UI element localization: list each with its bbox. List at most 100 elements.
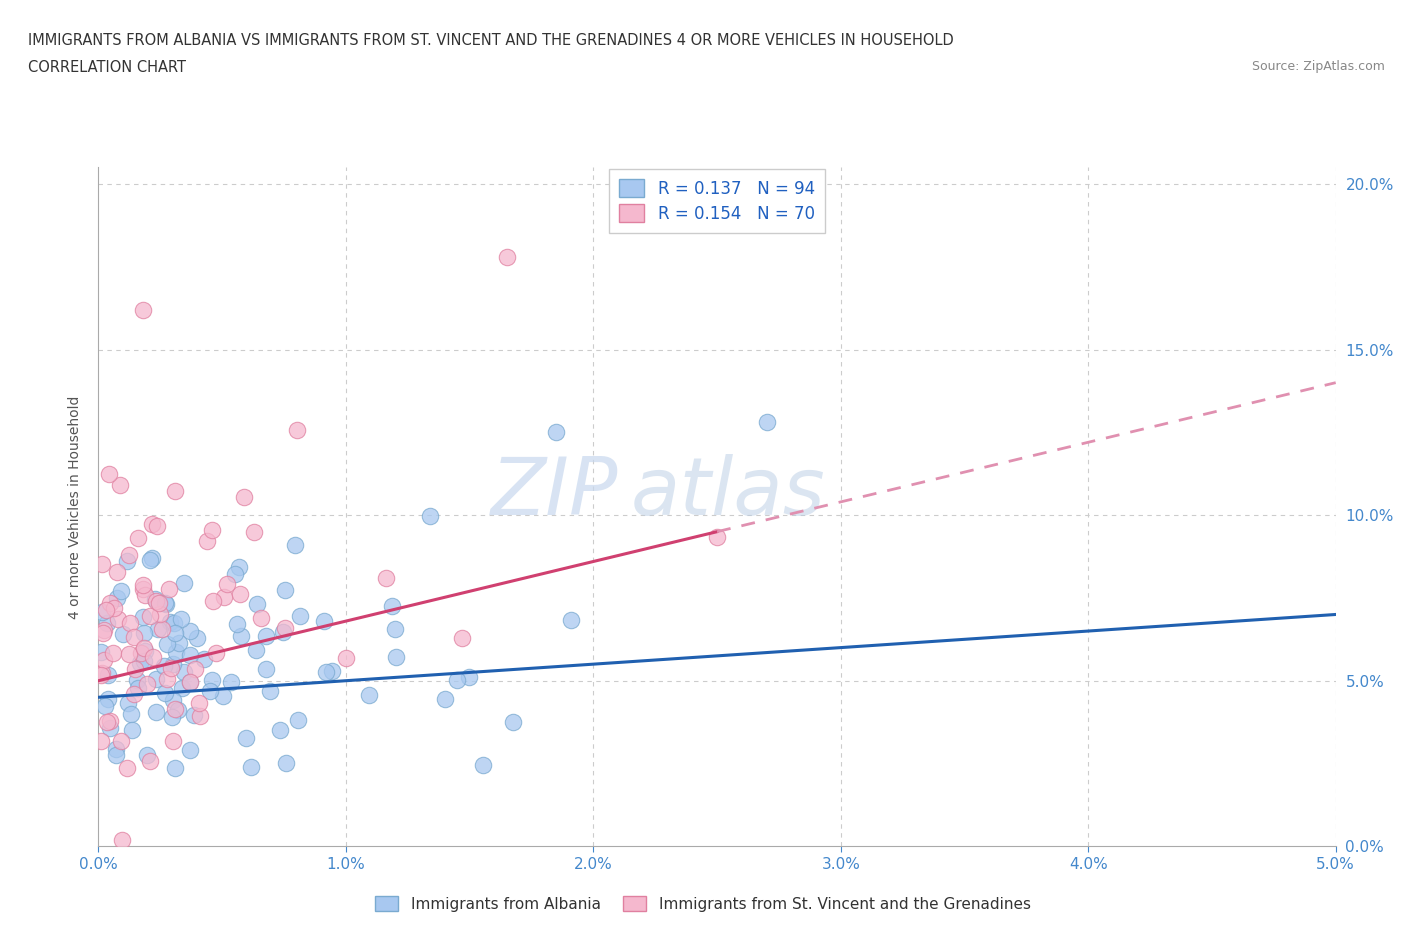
Point: [472, 758, 495, 773]
Point: [446, 673, 468, 688]
Point: [90, 604, 112, 619]
Point: [219, 674, 242, 689]
Point: [98, 595, 121, 610]
Point: [242, 525, 264, 539]
Point: [105, 565, 128, 579]
Point: [254, 629, 277, 644]
Point: [129, 645, 152, 660]
Point: [546, 425, 568, 440]
Point: [134, 588, 156, 603]
Point: [166, 703, 188, 718]
Point: [495, 249, 517, 264]
Point: [105, 742, 128, 757]
Point: [101, 645, 124, 660]
Point: [156, 671, 179, 686]
Point: [90, 733, 112, 748]
Point: [335, 651, 357, 666]
Point: [98, 713, 121, 728]
Point: [129, 656, 152, 671]
Point: [274, 755, 297, 770]
Point: [107, 611, 129, 626]
Point: [132, 581, 155, 596]
Legend: Immigrants from Albania, Immigrants from St. Vincent and the Grenadines: Immigrants from Albania, Immigrants from…: [370, 889, 1036, 918]
Point: [127, 531, 149, 546]
Point: [288, 609, 311, 624]
Point: [357, 687, 380, 702]
Point: [91, 625, 114, 640]
Point: [93, 653, 115, 668]
Point: [212, 589, 235, 604]
Point: [148, 596, 170, 611]
Point: [165, 644, 187, 659]
Point: [235, 730, 257, 745]
Point: [112, 627, 135, 642]
Point: [451, 631, 474, 645]
Point: [193, 651, 215, 666]
Point: [131, 610, 153, 625]
Point: [90, 557, 112, 572]
Point: [145, 671, 167, 686]
Point: [217, 577, 239, 591]
Point: [97, 668, 120, 683]
Point: [184, 662, 207, 677]
Point: [139, 609, 162, 624]
Point: [240, 760, 263, 775]
Point: [198, 684, 221, 698]
Point: [186, 631, 208, 645]
Point: [162, 658, 184, 672]
Point: [120, 707, 142, 722]
Point: [560, 613, 582, 628]
Point: [117, 696, 139, 711]
Point: [259, 684, 281, 698]
Point: [120, 616, 142, 631]
Point: [179, 742, 201, 757]
Point: [458, 670, 481, 684]
Point: [96, 715, 118, 730]
Point: [145, 593, 167, 608]
Point: [250, 610, 273, 625]
Point: [170, 681, 193, 696]
Point: [94, 698, 117, 713]
Y-axis label: 4 or more Vehicles in Household: 4 or more Vehicles in Household: [69, 395, 83, 618]
Point: [91, 665, 114, 680]
Point: [90, 644, 112, 659]
Point: [188, 696, 211, 711]
Point: [287, 712, 309, 727]
Point: [385, 649, 408, 664]
Point: [201, 523, 224, 538]
Point: [127, 673, 149, 688]
Point: [90, 668, 112, 683]
Point: [124, 686, 146, 701]
Point: [160, 660, 183, 675]
Point: [110, 584, 132, 599]
Point: [146, 518, 169, 533]
Point: [97, 692, 120, 707]
Point: [233, 489, 256, 504]
Point: [321, 664, 343, 679]
Point: [229, 587, 252, 602]
Point: [104, 748, 127, 763]
Point: [384, 621, 406, 636]
Point: [201, 593, 224, 608]
Point: [93, 623, 115, 638]
Point: [419, 509, 441, 524]
Point: [212, 688, 235, 703]
Point: [132, 654, 155, 669]
Point: [246, 597, 269, 612]
Point: [285, 422, 308, 437]
Point: [706, 530, 728, 545]
Point: [170, 612, 193, 627]
Point: [228, 560, 250, 575]
Point: [145, 705, 167, 720]
Point: [163, 484, 186, 498]
Point: [141, 516, 163, 531]
Point: [155, 596, 177, 611]
Point: [159, 615, 181, 630]
Point: [96, 603, 118, 618]
Point: [136, 748, 159, 763]
Point: [245, 643, 267, 658]
Point: [97, 466, 120, 481]
Point: [153, 685, 176, 700]
Point: [269, 723, 291, 737]
Point: [224, 566, 246, 581]
